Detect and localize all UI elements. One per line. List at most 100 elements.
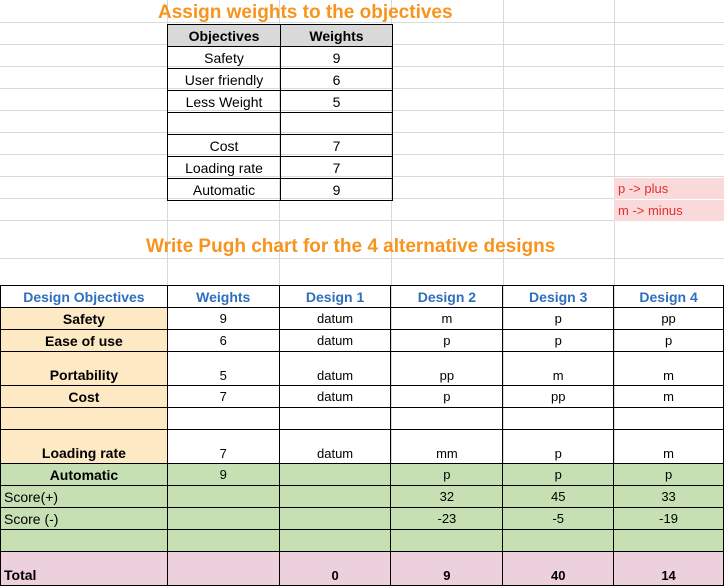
- design-4-cell[interactable]: m: [613, 429, 724, 464]
- design-4-cell[interactable]: p: [613, 463, 724, 486]
- table-row: Cost 7: [167, 134, 393, 157]
- table-row: [0, 407, 724, 430]
- table-row: Safety 9 datum m p pp: [0, 307, 724, 330]
- design-2-cell[interactable]: pp: [390, 351, 504, 386]
- weight-cell[interactable]: 9: [280, 46, 393, 69]
- design-2-cell[interactable]: -23: [390, 507, 504, 530]
- weight-cell[interactable]: 9: [167, 463, 280, 486]
- legend-plus: p -> plus: [614, 178, 724, 199]
- header-design-3: Design 3: [502, 285, 615, 308]
- design-4-cell[interactable]: m: [613, 351, 724, 386]
- table-row: Safety 9: [167, 46, 393, 69]
- design-1-cell[interactable]: [279, 529, 392, 552]
- score-plus-row: Score(+) 32 45 33: [0, 485, 724, 508]
- objective-cell[interactable]: [167, 112, 281, 135]
- design-2-cell[interactable]: m: [390, 307, 504, 330]
- objective-cell[interactable]: [0, 407, 168, 430]
- design-1-cell[interactable]: [279, 463, 392, 486]
- design-1-cell[interactable]: [279, 507, 392, 530]
- weight-cell[interactable]: [280, 112, 393, 135]
- pugh-header-row: Design Objectives Weights Design 1 Desig…: [0, 285, 724, 308]
- objective-cell[interactable]: Cost: [167, 134, 281, 157]
- table-row: Less Weight 5: [167, 90, 393, 113]
- design-4-cell[interactable]: m: [613, 385, 724, 408]
- score-minus-row: Score (-) -23 -5 -19: [0, 507, 724, 530]
- objective-cell[interactable]: Safety: [167, 46, 281, 69]
- weight-cell[interactable]: [167, 407, 280, 430]
- header-weights: Weights: [280, 24, 393, 47]
- design-3-cell[interactable]: -5: [502, 507, 615, 530]
- objective-cell[interactable]: Safety: [0, 307, 168, 330]
- objective-cell[interactable]: User friendly: [167, 68, 281, 91]
- design-2-cell[interactable]: p: [390, 329, 504, 352]
- design-3-cell[interactable]: [502, 529, 615, 552]
- weight-cell[interactable]: 5: [167, 351, 280, 386]
- objective-cell[interactable]: Automatic: [0, 463, 168, 486]
- design-2-cell[interactable]: [390, 407, 504, 430]
- design-1-cell[interactable]: [279, 485, 392, 508]
- weight-cell[interactable]: 9: [280, 178, 393, 201]
- design-3-cell[interactable]: [502, 407, 615, 430]
- header-design-2: Design 2: [390, 285, 504, 308]
- design-1-cell[interactable]: datum: [279, 329, 392, 352]
- weight-cell[interactable]: 6: [280, 68, 393, 91]
- weight-cell[interactable]: 9: [167, 307, 280, 330]
- table-row: Automatic 9 p p p: [0, 463, 724, 486]
- design-3-cell[interactable]: p: [502, 429, 615, 464]
- table-row: Automatic 9: [167, 178, 393, 201]
- design-3-cell[interactable]: pp: [502, 385, 615, 408]
- design-4-cell[interactable]: [613, 529, 724, 552]
- design-1-cell[interactable]: datum: [279, 429, 392, 464]
- design-2-cell[interactable]: p: [390, 463, 504, 486]
- objective-cell[interactable]: Loading rate: [0, 429, 168, 464]
- table-row: [0, 529, 724, 552]
- design-2-cell[interactable]: [390, 529, 504, 552]
- score-plus-label[interactable]: Score(+): [0, 485, 168, 508]
- design-4-cell[interactable]: p: [613, 329, 724, 352]
- design-1-cell[interactable]: datum: [279, 351, 392, 386]
- design-3-cell[interactable]: p: [502, 329, 615, 352]
- objective-cell[interactable]: Automatic: [167, 178, 281, 201]
- weight-cell[interactable]: 5: [280, 90, 393, 113]
- design-4-cell[interactable]: pp: [613, 307, 724, 330]
- weight-cell[interactable]: 7: [280, 156, 393, 179]
- design-4-cell[interactable]: -19: [613, 507, 724, 530]
- table-row: User friendly 6: [167, 68, 393, 91]
- design-3-cell[interactable]: 45: [502, 485, 615, 508]
- objectives-weights-table: Objectives Weights Safety 9 User friendl…: [167, 24, 393, 201]
- weight-cell[interactable]: 6: [167, 329, 280, 352]
- weight-cell[interactable]: 7: [167, 385, 280, 408]
- weight-cell[interactable]: 7: [280, 134, 393, 157]
- objective-cell[interactable]: Ease of use: [0, 329, 168, 352]
- design-3-cell[interactable]: p: [502, 463, 615, 486]
- weight-cell[interactable]: [167, 507, 280, 530]
- design-4-cell[interactable]: 33: [613, 485, 724, 508]
- design-2-cell[interactable]: mm: [390, 429, 504, 464]
- header-design-objectives: Design Objectives: [0, 285, 168, 308]
- weight-cell[interactable]: 7: [167, 429, 280, 464]
- design-2-cell[interactable]: p: [390, 385, 504, 408]
- design-2-cell[interactable]: 32: [390, 485, 504, 508]
- design-4-cell[interactable]: [613, 407, 724, 430]
- header-design-1: Design 1: [279, 285, 392, 308]
- design-1-cell[interactable]: datum: [279, 307, 392, 330]
- table-row: Loading rate 7: [167, 156, 393, 179]
- weight-cell[interactable]: [167, 529, 280, 552]
- objective-cell[interactable]: Less Weight: [167, 90, 281, 113]
- objective-cell[interactable]: Cost: [0, 385, 168, 408]
- pugh-title: Write Pugh chart for the 4 alternative d…: [146, 236, 556, 257]
- legend-minus: m -> minus: [614, 200, 724, 221]
- design-1-cell[interactable]: datum: [279, 385, 392, 408]
- objective-cell[interactable]: Loading rate: [167, 156, 281, 179]
- header-objectives: Objectives: [167, 24, 281, 47]
- design-1-cell[interactable]: [279, 407, 392, 430]
- weight-cell[interactable]: [167, 485, 280, 508]
- objective-cell[interactable]: Portability: [0, 351, 168, 386]
- table-row: Portability 5 datum pp m m: [0, 351, 724, 386]
- header-design-4: Design 4: [613, 285, 724, 308]
- design-3-cell[interactable]: m: [502, 351, 615, 386]
- table-row: Ease of use 6 datum p p p: [0, 329, 724, 352]
- objective-cell[interactable]: [0, 529, 168, 552]
- design-3-cell[interactable]: p: [502, 307, 615, 330]
- score-minus-label[interactable]: Score (-): [0, 507, 168, 530]
